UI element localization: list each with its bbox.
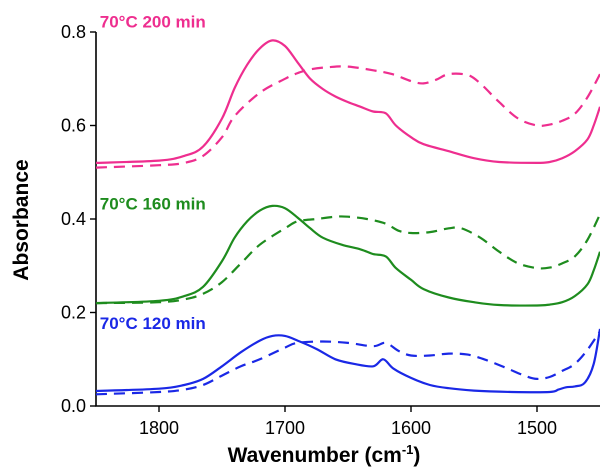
x-tick-label: 1800 <box>139 418 179 438</box>
ticks-layer: 1800 1700 1600 1500 0.0 0.2 0.4 0.6 0.8 <box>61 22 557 438</box>
series-line-2-dashed <box>95 65 600 169</box>
y-tick-label: 0.8 <box>61 22 86 42</box>
x-axis-title: Wavenumber (cm-1) <box>228 442 421 467</box>
y-tick-label: 0.0 <box>61 396 86 416</box>
x-axis-title-superscript: -1 <box>402 442 414 457</box>
y-tick-label: 0.6 <box>61 116 86 136</box>
series-layer <box>95 39 600 396</box>
y-tick-label: 0.2 <box>61 303 86 323</box>
series-line-1-solid <box>95 39 600 164</box>
series-label-3: 70°C 120 min <box>100 314 206 333</box>
series-line-3-solid <box>95 204 600 307</box>
series-line-6-dashed <box>95 330 600 396</box>
series-line-4-dashed <box>95 213 600 305</box>
plot-area <box>95 32 600 407</box>
series-line-5-solid <box>95 328 600 394</box>
series-label-2: 70°C 160 min <box>100 195 206 214</box>
series-label-1: 70°C 200 min <box>100 12 206 31</box>
x-axis-title-main: Wavenumber (cm <box>228 444 402 467</box>
x-axis-title-close: ) <box>413 444 420 467</box>
axis-frame <box>95 32 600 407</box>
labels-layer: 70°C 200 min 70°C 160 min 70°C 120 min <box>100 12 206 333</box>
x-tick-label: 1500 <box>517 418 557 438</box>
y-axis-title: Absorbance <box>10 159 33 280</box>
x-tick-label: 1700 <box>265 418 305 438</box>
x-tick-label: 1600 <box>391 418 431 438</box>
y-tick-label: 0.4 <box>61 209 86 229</box>
